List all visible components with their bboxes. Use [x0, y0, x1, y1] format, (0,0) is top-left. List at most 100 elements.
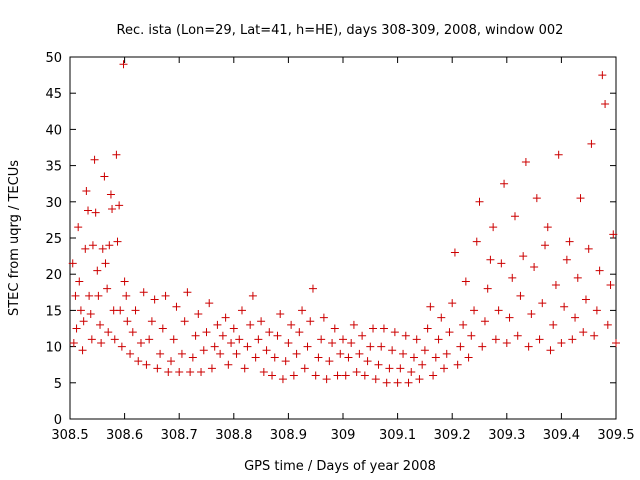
data-point [546, 346, 555, 355]
data-point [81, 244, 90, 253]
data-point [519, 252, 528, 261]
data-point [502, 338, 511, 347]
data-point [108, 205, 117, 214]
data-point [535, 335, 544, 344]
data-point [450, 248, 459, 257]
data-point [609, 230, 618, 239]
data-point [584, 244, 593, 253]
data-point [374, 360, 383, 369]
data-point [105, 241, 114, 250]
data-point [314, 353, 323, 362]
data-point [262, 346, 271, 355]
data-point [431, 353, 440, 362]
data-point [453, 360, 462, 369]
data-point [554, 150, 563, 159]
data-point [270, 353, 279, 362]
data-point [475, 197, 484, 206]
data-point [571, 313, 580, 322]
data-point [87, 335, 96, 344]
data-point [110, 335, 119, 344]
data-point [494, 306, 503, 315]
y-tick-label: 50 [45, 51, 62, 66]
data-point [213, 320, 222, 329]
data-point [259, 367, 268, 376]
data-point [97, 338, 106, 347]
data-point [194, 310, 203, 319]
data-point [167, 357, 176, 366]
data-point [322, 375, 331, 384]
data-point [592, 306, 601, 315]
data-point [347, 338, 356, 347]
data-point [210, 342, 219, 351]
data-point [352, 367, 361, 376]
data-point [461, 277, 470, 286]
data-point [366, 342, 375, 351]
data-point [145, 335, 154, 344]
data-point [486, 255, 495, 264]
data-point [298, 306, 307, 315]
data-point [401, 331, 410, 340]
data-point [82, 186, 91, 195]
data-point [500, 179, 509, 188]
data-point [306, 317, 315, 326]
data-point [232, 349, 241, 358]
data-point [188, 353, 197, 362]
data-point [549, 320, 558, 329]
data-point [530, 262, 539, 271]
data-point [161, 291, 170, 300]
data-point [150, 295, 159, 304]
data-point [382, 378, 391, 387]
data-point [472, 237, 481, 246]
data-point [243, 342, 252, 351]
data-point [513, 331, 522, 340]
data-point [385, 364, 394, 373]
x-axis-label: GPS time / Days of year 2008 [244, 459, 436, 474]
data-point [560, 302, 569, 311]
data-point [339, 335, 347, 344]
data-point [76, 306, 85, 315]
data-point [541, 241, 550, 250]
data-point [229, 324, 238, 333]
data-point [587, 139, 596, 148]
data-point [69, 338, 78, 347]
data-point [227, 338, 236, 347]
data-point [158, 324, 167, 333]
data-point [169, 335, 178, 344]
data-point [426, 302, 435, 311]
data-point [308, 284, 317, 293]
data-point [497, 259, 506, 268]
data-points [68, 60, 620, 387]
data-point [85, 291, 94, 300]
data-point [180, 317, 189, 326]
data-point [75, 277, 84, 286]
data-point [122, 291, 131, 300]
data-point [551, 281, 560, 290]
data-point [448, 299, 457, 308]
data-point [79, 317, 88, 326]
data-point [265, 328, 274, 337]
data-point [156, 349, 165, 358]
data-point [199, 346, 208, 355]
data-point [418, 360, 427, 369]
data-point [601, 100, 610, 109]
data-point [349, 320, 358, 329]
y-tick-labels: 0 5 10 15 20 25 30 35 40 45 50 [45, 51, 62, 428]
data-point [177, 349, 186, 358]
data-point [71, 291, 80, 300]
x-tick-label: 309.3 [488, 428, 525, 443]
data-point [91, 208, 100, 217]
data-point [78, 346, 87, 355]
data-point [590, 331, 599, 340]
data-point [573, 273, 582, 282]
data-point [538, 299, 547, 308]
data-point [131, 306, 140, 315]
data-point [377, 342, 386, 351]
data-point [581, 295, 590, 304]
x-tick-label: 309.4 [543, 428, 580, 443]
y-tick-label: 5 [54, 377, 62, 392]
x-tick-label: 309.1 [379, 428, 416, 443]
data-point [330, 324, 339, 333]
data-point [459, 320, 468, 329]
data-point [407, 367, 416, 376]
data-point [276, 310, 285, 319]
